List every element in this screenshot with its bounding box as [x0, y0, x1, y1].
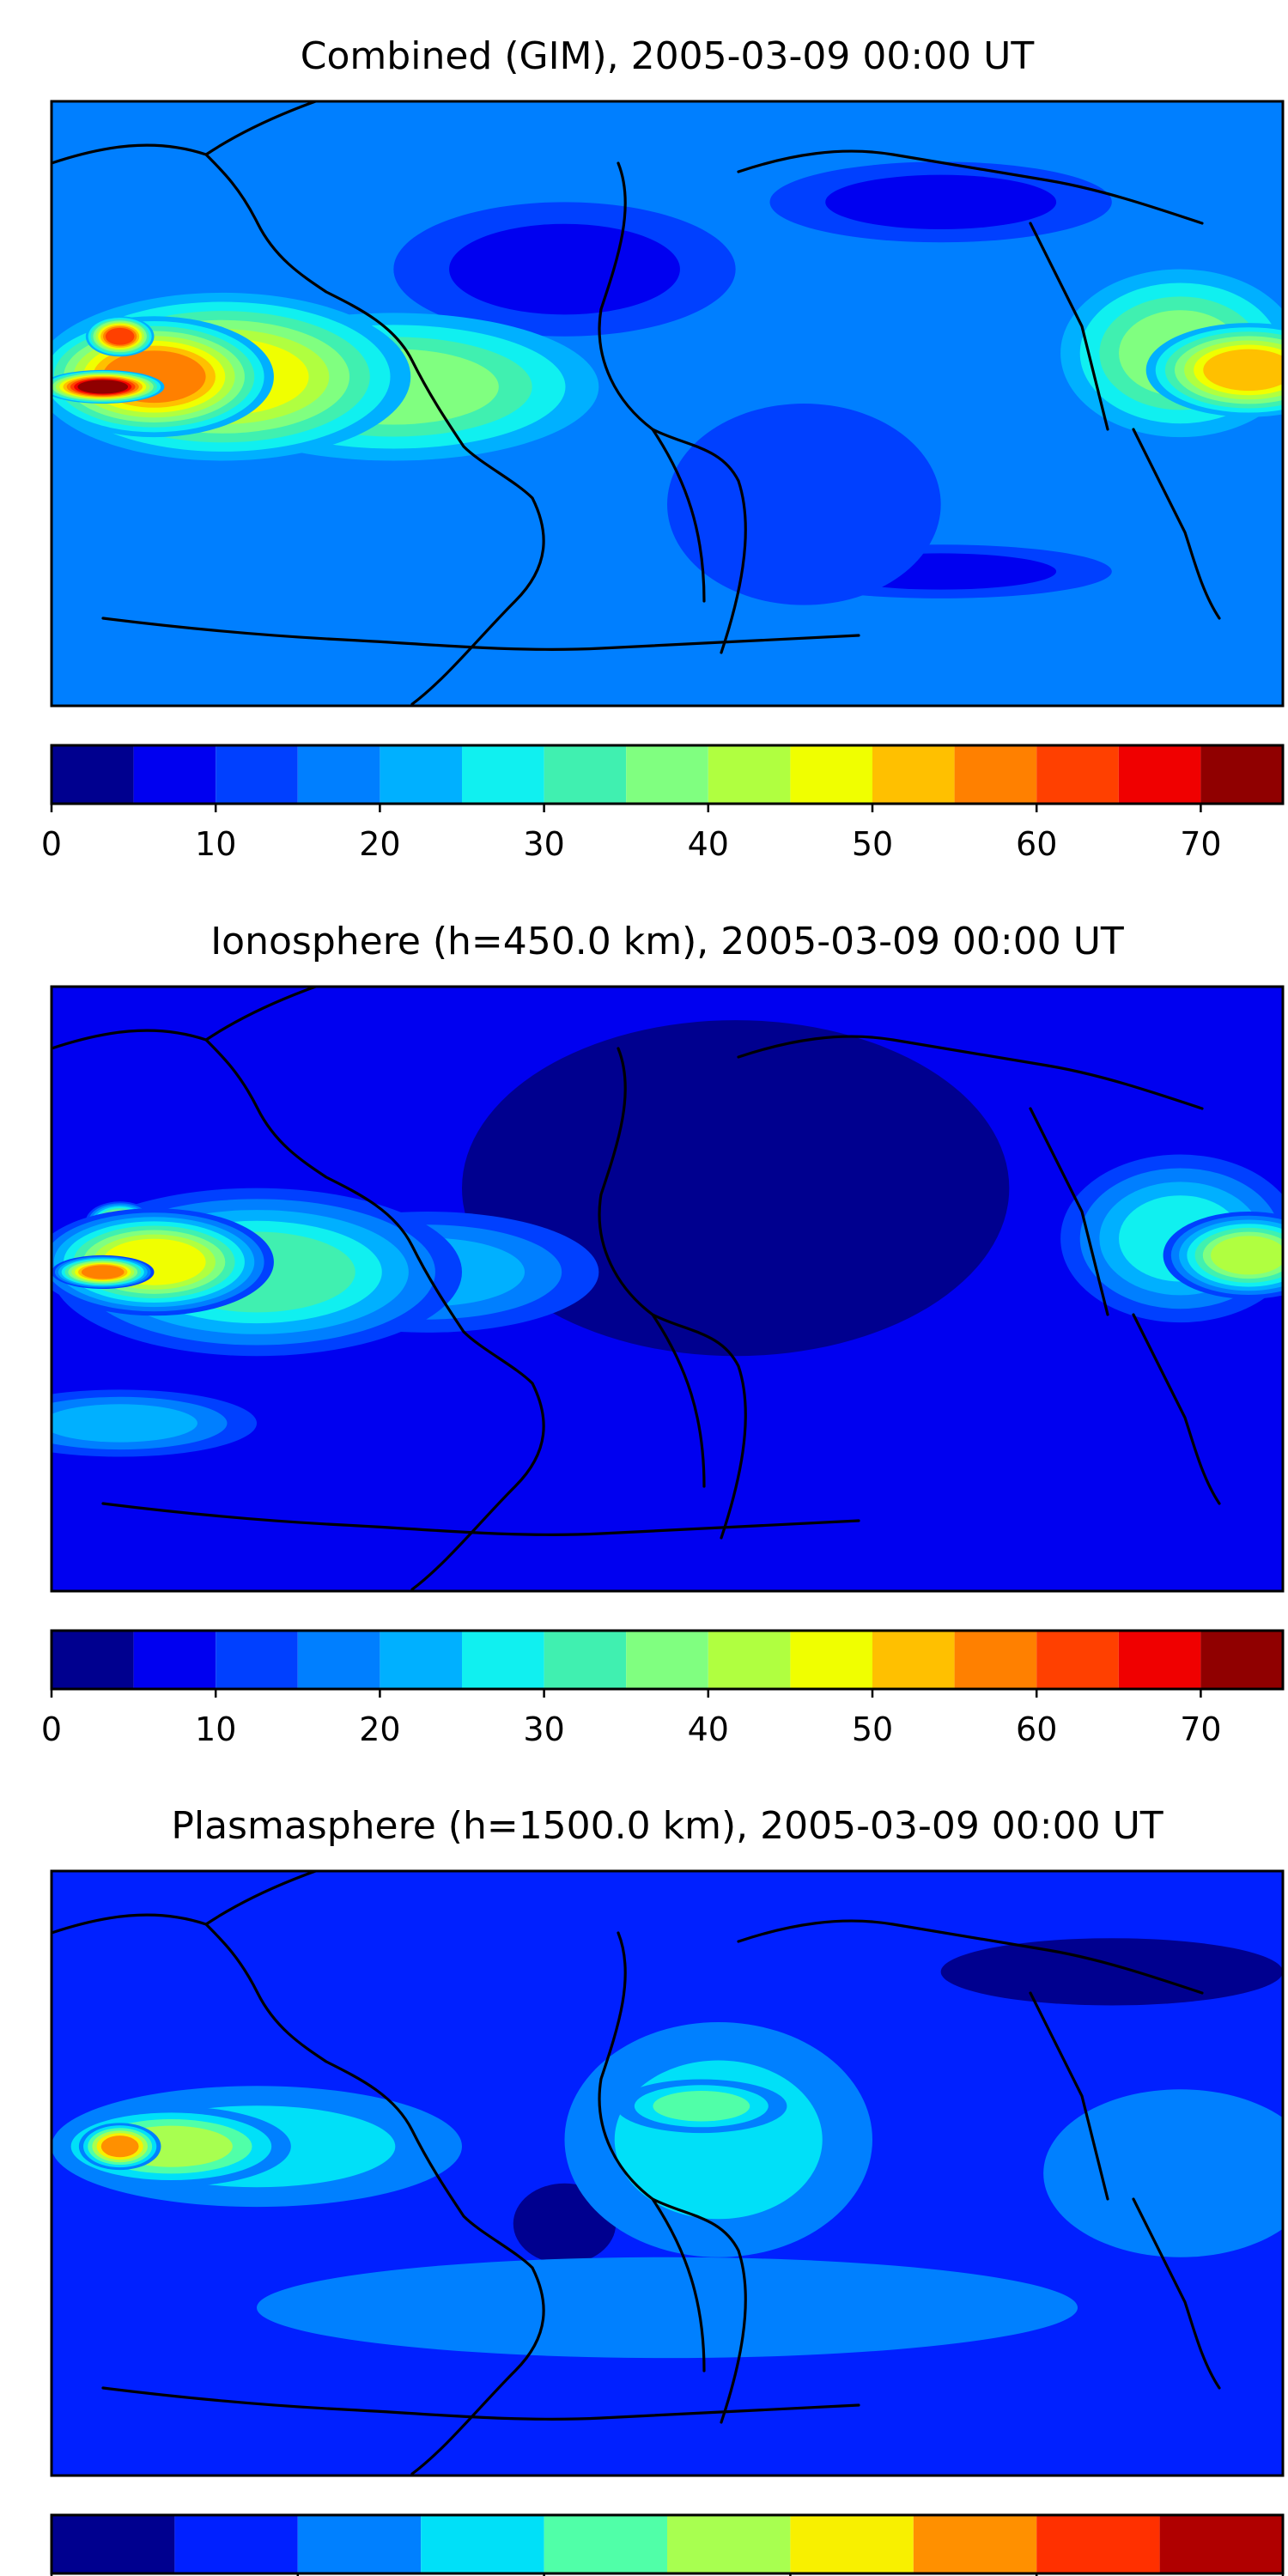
tec-contour [653, 2091, 750, 2122]
colorbar-frame [50, 1629, 1285, 1691]
colorbar: 0 10 20 30 40 50 60 70 [41, 1629, 1285, 1748]
tec-contour [52, 1404, 197, 1443]
colorbar-tick-label: 70 [1180, 825, 1221, 863]
colorbar-tick-label: 30 [523, 825, 564, 863]
colorbar-segment [1200, 1631, 1283, 1689]
colorbar-tick-label: 0 [41, 1710, 62, 1748]
tec-contour [105, 327, 135, 345]
colorbar-tick-label: 60 [1016, 825, 1057, 863]
colorbar-segment [1036, 2515, 1160, 2573]
colorbar-segment [626, 745, 708, 804]
colorbar-segment [544, 1631, 627, 1689]
colorbar-tick-label: 70 [1180, 1710, 1221, 1748]
map-frame [50, 100, 1285, 708]
colorbar-segment [667, 2515, 791, 2573]
colorbar-frame [50, 744, 1285, 805]
colorbar-segment [1036, 1631, 1119, 1689]
tec-contour [1203, 349, 1283, 392]
colorbar-segment [380, 1631, 462, 1689]
colorbar-segment [790, 745, 872, 804]
tec-contour [1211, 1236, 1283, 1275]
colorbar-segment [52, 2515, 175, 2573]
colorbar-segment [297, 745, 380, 804]
colorbar-segment [544, 745, 627, 804]
tec-contour [1043, 2089, 1283, 2257]
colorbar-segment [52, 745, 134, 804]
colorbar-segment [954, 1631, 1037, 1689]
colorbar-segment [297, 2515, 422, 2573]
colorbar-tick-label: 20 [359, 1710, 400, 1748]
colorbar-segment [872, 745, 955, 804]
colorbar-tick-label: 10 [195, 825, 236, 863]
colorbar: 0510152025 [50, 2513, 1285, 2576]
panel-title: Ionosphere (h=450.0 km), 2005-03-09 00:0… [210, 920, 1124, 963]
colorbar-segment [1118, 745, 1201, 804]
map-panel-2: Ionosphere (h=450.0 km), 2005-03-09 00:0… [41, 920, 1285, 1748]
tec-contour [100, 2136, 139, 2158]
colorbar-segment [52, 1631, 134, 1689]
colorbar-tick-label: 10 [195, 1710, 236, 1748]
colorbar-segment [1200, 745, 1283, 804]
colorbar: 0 10 20 30 40 50 60 70 [41, 744, 1285, 863]
colorbar-segment [954, 745, 1037, 804]
tec-contour [825, 174, 1057, 230]
colorbar-tick-label: 20 [359, 825, 400, 863]
colorbar-segment [708, 745, 791, 804]
tec-contour [81, 1265, 125, 1279]
colorbar-segment [1159, 2515, 1283, 2573]
colorbar-segment [708, 1631, 791, 1689]
map-panel-3: Plasmasphere (h=1500.0 km), 2005-03-09 0… [50, 1804, 1285, 2576]
colorbar-segment [297, 1631, 380, 1689]
tec-contour [257, 2257, 1078, 2359]
colorbar-segment [216, 745, 298, 804]
colorbar-segment [790, 2515, 914, 2573]
colorbar-segment [1118, 1631, 1201, 1689]
colorbar-segment [462, 1631, 544, 1689]
panel-title: Combined (GIM), 2005-03-09 00:00 UT [301, 34, 1035, 78]
colorbar-segment [133, 745, 216, 804]
tec-map [52, 987, 1283, 1591]
colorbar-tick-label: 40 [688, 825, 729, 863]
colorbar-tick-label: 50 [852, 1710, 893, 1748]
colorbar-segment [872, 1631, 955, 1689]
colorbar-tick-label: 60 [1016, 1710, 1057, 1748]
colorbar-tick-label: 50 [852, 825, 893, 863]
colorbar-segment [913, 2515, 1037, 2573]
colorbar-segment [544, 2515, 667, 2573]
colorbar-segment [462, 745, 544, 804]
colorbar-frame [50, 2513, 1285, 2575]
panels: Combined (GIM), 2005-03-09 00:00 UT 0 10 20… [41, 34, 1285, 2576]
colorbar-tick-label: 30 [523, 1710, 564, 1748]
tec-contour [77, 380, 129, 394]
colorbar-tick-label: 0 [41, 825, 62, 863]
tec-contour [449, 223, 680, 315]
colorbar-segment [790, 1631, 872, 1689]
colorbar-segment [380, 745, 462, 804]
tec-map [52, 101, 1283, 706]
tec-contour [940, 1938, 1283, 2006]
map-panel-1: Combined (GIM), 2005-03-09 00:00 UT 0 10 20… [41, 34, 1285, 863]
colorbar-segment [1036, 745, 1119, 804]
colorbar-tick-label: 40 [688, 1710, 729, 1748]
colorbar-segment [174, 2515, 298, 2573]
colorbar-segment [216, 1631, 298, 1689]
colorbar-segment [421, 2515, 544, 2573]
panel-title: Plasmasphere (h=1500.0 km), 2005-03-09 0… [171, 1804, 1163, 1848]
tec-contour [667, 403, 941, 605]
map-frame [50, 1869, 1285, 2477]
colorbar-segment [626, 1631, 708, 1689]
map-frame [50, 985, 1285, 1593]
colorbar-segment [133, 1631, 216, 1689]
tec-map [52, 1871, 1283, 2476]
